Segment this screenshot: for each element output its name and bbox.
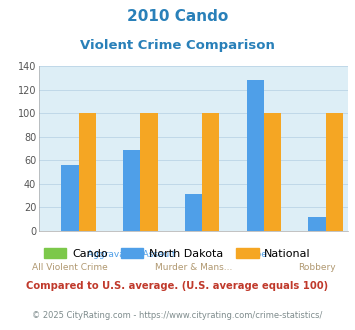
Text: Murder & Mans...: Murder & Mans... bbox=[155, 263, 232, 272]
Text: Compared to U.S. average. (U.S. average equals 100): Compared to U.S. average. (U.S. average … bbox=[26, 280, 329, 291]
Bar bbox=[185, 194, 202, 231]
Bar bbox=[326, 113, 343, 231]
Bar bbox=[78, 113, 96, 231]
Bar bbox=[308, 217, 326, 231]
Bar bbox=[140, 113, 158, 231]
Bar bbox=[202, 113, 219, 231]
Bar bbox=[247, 80, 264, 231]
Bar bbox=[61, 165, 78, 231]
Bar bbox=[123, 150, 140, 231]
Text: Violent Crime Comparison: Violent Crime Comparison bbox=[80, 39, 275, 51]
Legend: Cando, North Dakota, National: Cando, North Dakota, National bbox=[40, 244, 315, 263]
Text: Robbery: Robbery bbox=[298, 263, 336, 272]
Text: 2010 Cando: 2010 Cando bbox=[127, 9, 228, 24]
Bar bbox=[264, 113, 281, 231]
Text: Rape: Rape bbox=[244, 250, 267, 259]
Text: © 2025 CityRating.com - https://www.cityrating.com/crime-statistics/: © 2025 CityRating.com - https://www.city… bbox=[32, 312, 323, 320]
Text: All Violent Crime: All Violent Crime bbox=[32, 263, 108, 272]
Text: Aggravated Assault: Aggravated Assault bbox=[87, 250, 176, 259]
